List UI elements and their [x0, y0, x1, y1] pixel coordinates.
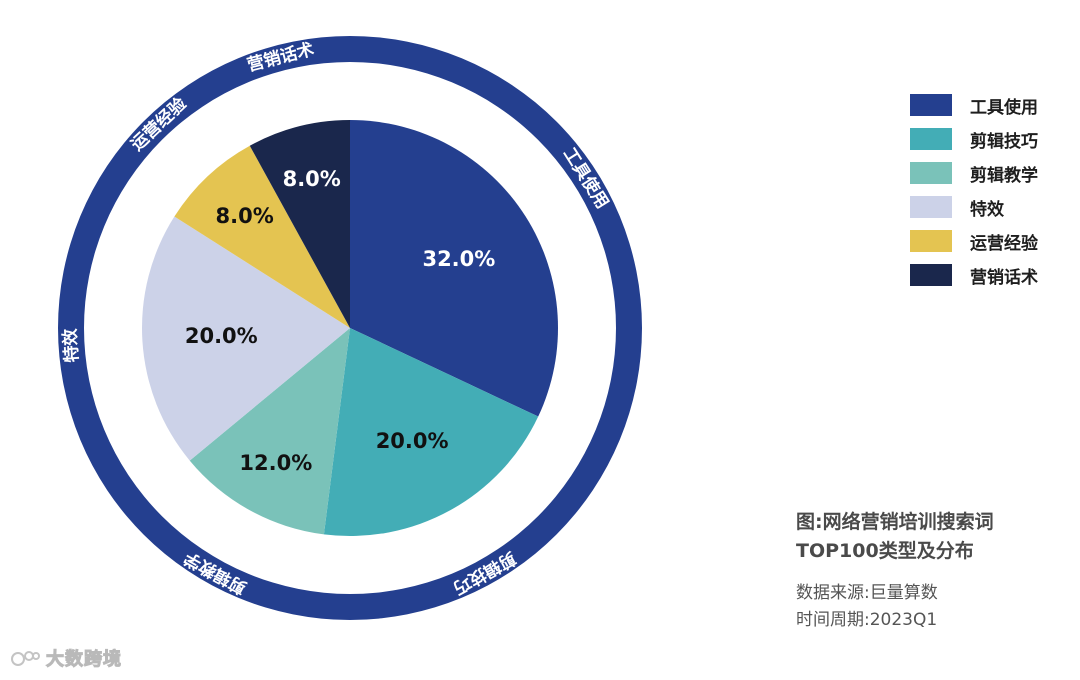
- data-source: 数据来源:巨量算数: [796, 583, 938, 603]
- ring-category-label: 运营经验: [127, 93, 192, 156]
- legend-label: 特效: [970, 199, 1004, 220]
- legend-label: 工具使用: [970, 97, 1038, 118]
- watermark-text: 大数跨境: [46, 649, 122, 671]
- caption-title-line2: TOP100类型及分布: [796, 540, 974, 562]
- pie-value-label: 20.0%: [376, 429, 449, 453]
- legend-swatch: [910, 94, 952, 116]
- pie-slice: [174, 145, 350, 328]
- legend-swatch: [910, 196, 952, 218]
- pie-value-label: 32.0%: [422, 247, 495, 271]
- legend-label: 运营经验: [970, 233, 1038, 254]
- legend: 工具使用 剪辑技巧 剪辑教学 特效 运营经验 营销话术: [910, 88, 1038, 292]
- pie-value-label: 20.0%: [185, 324, 258, 348]
- time-period: 时间周期:2023Q1: [796, 610, 938, 630]
- legend-item: 剪辑教学: [910, 156, 1038, 190]
- caption-title-line1: 图:网络营销培训搜索词: [796, 511, 994, 533]
- pie-slice: [249, 120, 350, 328]
- legend-label: 剪辑技巧: [970, 131, 1038, 152]
- pie-slice: [142, 216, 350, 461]
- chart-caption: 图:网络营销培训搜索词 TOP100类型及分布 数据来源:巨量算数 时间周期:2…: [796, 508, 994, 634]
- pie-value-label: 12.0%: [239, 451, 312, 475]
- pie-value-label: 8.0%: [216, 204, 274, 228]
- legend-swatch: [910, 264, 952, 286]
- legend-label: 营销话术: [970, 267, 1038, 288]
- legend-item: 运营经验: [910, 224, 1038, 258]
- watermark: 大数跨境: [10, 645, 122, 671]
- legend-swatch: [910, 230, 952, 252]
- legend-label: 剪辑教学: [970, 165, 1038, 186]
- legend-item: 特效: [910, 190, 1038, 224]
- ring-category-label: 特效: [60, 328, 83, 363]
- pie-slice: [323, 328, 539, 536]
- pie-slices: [142, 120, 558, 536]
- legend-swatch: [910, 162, 952, 184]
- legend-item: 剪辑技巧: [910, 122, 1038, 156]
- legend-item: 工具使用: [910, 88, 1038, 122]
- pie-slice: [350, 120, 558, 417]
- pie-value-labels: 32.0% 20.0% 12.0% 20.0% 8.0% 8.0%: [185, 167, 495, 475]
- watermark-logo-icon: [11, 651, 40, 666]
- legend-swatch: [910, 128, 952, 150]
- pie-value-label: 8.0%: [283, 167, 341, 191]
- pie-slice: [189, 328, 350, 535]
- legend-item: 营销话术: [910, 258, 1038, 292]
